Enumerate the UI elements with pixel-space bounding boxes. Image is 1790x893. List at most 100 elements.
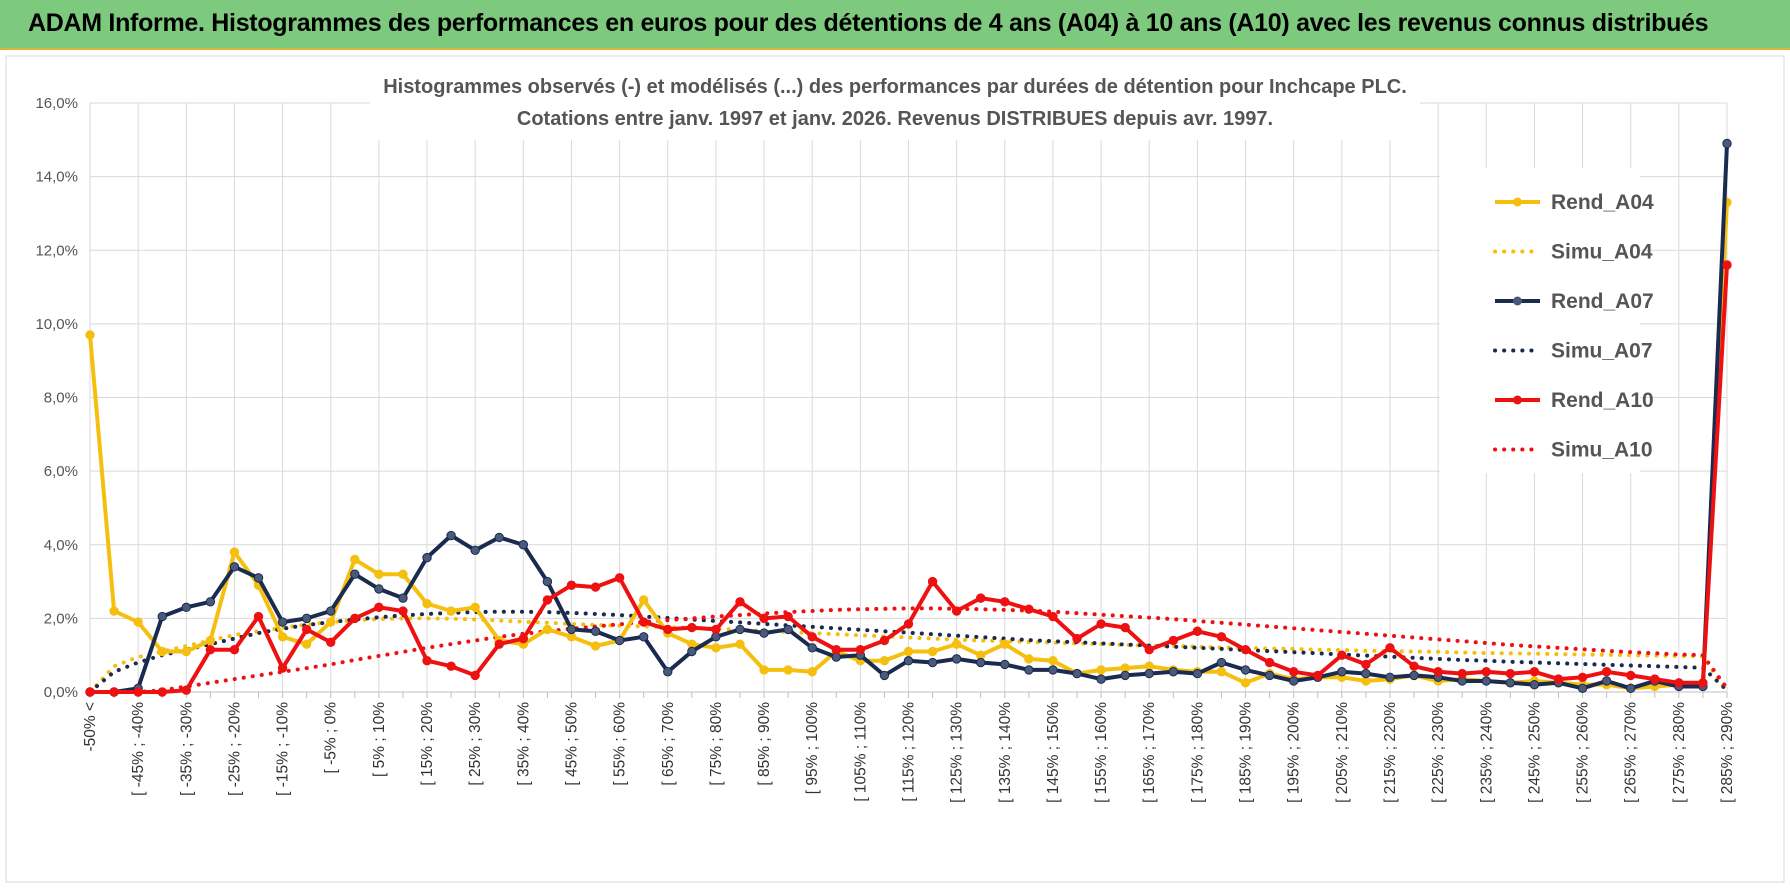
point-rend_a10 [759,613,769,624]
point-rend_a10 [1553,674,1564,684]
point-rend_a07 [566,624,577,635]
histogram-line-chart: 0,0% 2,0% 4,0% 6,0% 8,0% 10,0% 12,0% 14,0% 16,0%… [5,55,1785,883]
point-rend_a10 [1481,667,1491,677]
x-tick-label: [ 195% ; 200% [1286,702,1303,803]
point-rend_a07 [277,617,288,627]
point-rend_a10 [229,644,240,655]
point-rend_a10 [1505,668,1516,679]
point-rend_a10 [494,639,504,649]
point-rend_a04 [350,554,360,565]
y-tick-label: 16,0% [35,95,78,112]
legend: Rend_A04 Simu_A04 Rend_A07 Simu_A07 Rend_A10… [1493,191,1654,462]
y-tick-label: 12,0% [35,242,78,259]
x-tick-label: [ 205% ; 210% [1334,702,1351,803]
point-rend_a04 [951,639,962,649]
title-banner: ADAM Informe. Histogrammes des performan… [0,0,1790,50]
point-rend_a10 [807,632,817,642]
point-rend_a10 [374,602,384,613]
x-tick-label: [ 45% ; 50% [563,702,580,786]
legend-label: Simu_A04 [1551,241,1653,264]
legend-marker [1513,197,1522,207]
point-rend_a10 [1144,644,1154,655]
point-rend_a07 [735,624,745,635]
series-rend_a10 [85,260,1732,697]
x-tick-label: [ 85% ; 90% [756,702,773,786]
point-rend_a07 [903,656,914,666]
point-rend_a07 [253,573,264,583]
point-rend_a10 [205,644,216,655]
point-rend_a07 [663,667,673,677]
point-rend_a04 [133,617,143,627]
point-rend_a10 [1722,260,1732,270]
axes: 0,0% 2,0% 4,0% 6,0% 8,0% 10,0% 12,0% 14,0% 16,0%… [35,95,1736,803]
point-rend_a07 [759,628,769,638]
x-tick-label: [ 75% ; 80% [708,702,725,786]
point-rend_a10 [518,633,529,644]
point-rend_a04 [807,667,817,677]
point-rend_a04 [879,656,890,666]
point-rend_a10 [1288,667,1299,677]
point-rend_a07 [1096,674,1106,684]
point-rend_a07 [1072,668,1082,679]
point-rend_a04 [1240,678,1251,688]
x-tick-label: [ -5% ; 0% [323,702,340,774]
point-rend_a04 [205,635,216,646]
point-rend_a07 [1601,676,1612,686]
point-rend_a04 [470,602,480,613]
point-rend_a04 [927,646,938,657]
y-tick-label: 8,0% [44,390,78,407]
point-rend_a10 [398,606,408,616]
x-tick-label: [ -35% ; -30% [178,702,195,796]
x-tick-label: [ 285% ; 290% [1719,702,1736,803]
point-rend_a10 [326,637,336,648]
x-tick-label: -50% < [82,702,99,752]
point-rend_a07 [590,626,601,636]
point-rend_a10 [1457,668,1467,679]
point-rend_a10 [711,624,721,635]
y-tick-label: 0,0% [44,684,78,701]
y-tick-label: 6,0% [44,463,78,480]
y-tick-label: 14,0% [35,169,78,186]
point-rend_a07 [205,597,216,607]
x-tick-label: [ 5% ; 10% [371,702,388,777]
point-rend_a07 [1288,676,1299,686]
chart-area: 0,0% 2,0% 4,0% 6,0% 8,0% 10,0% 12,0% 14,0% 16,0%… [0,50,1790,888]
point-rend_a10 [277,663,288,673]
point-rend_a04 [446,606,456,616]
x-tick-label: [ 15% ; 20% [419,702,436,786]
series-simu_a04 [88,616,1729,694]
point-rend_a04 [735,639,745,649]
legend-label: Simu_A10 [1551,439,1653,462]
legend-entry-rend_a10: Rend_A10 [1495,389,1654,412]
report-title: ADAM Informe. Histogrammes des performan… [28,9,1709,37]
chart-title: Histogrammes observés (-) et modélisés (… [370,68,1420,140]
x-tick-label: [ 265% ; 270% [1623,702,1640,803]
point-rend_a10 [253,611,264,622]
legend-entry-simu_a07: Simu_A07 [1493,340,1653,363]
point-rend_a07 [879,670,890,681]
point-rend_a07 [1409,670,1419,681]
point-rend_a10 [1048,611,1058,622]
point-rend_a10 [1168,635,1179,646]
point-rend_a07 [157,611,167,622]
point-rend_a04 [85,330,95,340]
series-layer [85,138,1732,697]
y-tick-label: 2,0% [44,610,78,627]
point-rend_a07 [1337,667,1347,677]
point-rend_a04 [229,547,240,557]
x-tick-label: [ 185% ; 190% [1238,702,1255,803]
point-rend_a07 [301,613,312,624]
point-rend_a07 [976,657,986,668]
x-tick-label: [ 175% ; 180% [1189,702,1206,803]
point-rend_a10 [109,687,119,697]
point-rend_a07 [687,646,697,657]
point-rend_a10 [542,595,553,605]
point-rend_a07 [1626,683,1636,694]
legend-entry-rend_a07: Rend_A07 [1495,290,1654,313]
y-tick-label: 10,0% [35,316,78,333]
point-rend_a10 [1601,667,1612,677]
point-rend_a04 [109,606,119,616]
point-rend_a07 [1505,678,1516,688]
point-rend_a07 [1722,138,1732,149]
point-rend_a10 [1072,633,1082,644]
